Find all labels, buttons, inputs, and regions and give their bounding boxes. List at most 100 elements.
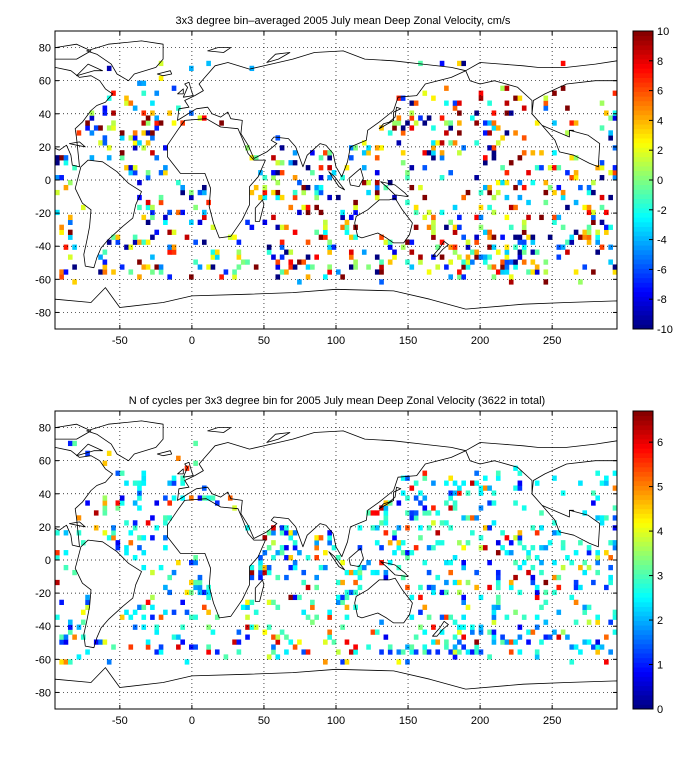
bin-cell bbox=[340, 175, 345, 181]
colorbar-swatch bbox=[633, 625, 653, 631]
bin-cell bbox=[327, 239, 332, 245]
bin-cell bbox=[111, 269, 116, 275]
bin-cell bbox=[59, 229, 64, 235]
bin-cell bbox=[279, 545, 285, 551]
bin-cell bbox=[504, 180, 510, 186]
bin-cell bbox=[137, 535, 142, 541]
bin-cell bbox=[604, 475, 609, 481]
bin-cell bbox=[210, 629, 216, 635]
bin-cell bbox=[106, 145, 112, 151]
bin-cell bbox=[517, 564, 523, 571]
bin-cell bbox=[405, 495, 410, 501]
bin-cell bbox=[565, 170, 570, 176]
y-tick-label: 60 bbox=[39, 76, 51, 88]
bin-cell bbox=[366, 180, 371, 186]
bin-cell bbox=[284, 269, 289, 275]
bin-cell bbox=[154, 649, 160, 655]
colorbar-swatch bbox=[633, 240, 653, 246]
bin-cell bbox=[452, 204, 458, 211]
bin-cell bbox=[392, 550, 397, 556]
bin-cell bbox=[560, 629, 566, 635]
bin-cell bbox=[361, 249, 367, 255]
bin-cell bbox=[180, 639, 185, 645]
colorbar-swatch bbox=[633, 72, 653, 78]
bin-cell bbox=[444, 644, 449, 650]
bin-cell bbox=[197, 574, 203, 581]
bin-cell bbox=[582, 560, 588, 566]
bin-cell bbox=[253, 155, 259, 161]
colorbar-swatch bbox=[633, 583, 653, 589]
bin-cell bbox=[154, 624, 160, 630]
bin-cell bbox=[266, 249, 272, 255]
bin-cell bbox=[141, 264, 147, 270]
bin-cell bbox=[72, 279, 77, 285]
bin-cell bbox=[504, 170, 510, 176]
bin-cell bbox=[357, 569, 363, 576]
bin-cell bbox=[448, 495, 454, 501]
bin-cell bbox=[431, 545, 436, 551]
bin-cell bbox=[206, 594, 211, 601]
bin-cell bbox=[150, 110, 155, 116]
bin-cell bbox=[474, 584, 479, 591]
bin-cell bbox=[405, 475, 410, 481]
colorbar-swatch bbox=[633, 82, 653, 88]
bin-cell bbox=[379, 145, 384, 151]
bin-cell bbox=[461, 634, 466, 640]
bin-cell bbox=[452, 649, 458, 655]
bin-cell bbox=[336, 555, 341, 561]
bin-cell bbox=[400, 649, 406, 655]
bin-cell bbox=[474, 239, 479, 245]
bin-cell bbox=[271, 170, 276, 176]
bin-cell bbox=[543, 199, 549, 206]
bin-cell bbox=[418, 535, 423, 541]
colorbar-swatch bbox=[633, 546, 653, 552]
bin-cell bbox=[422, 165, 428, 171]
bin-cell bbox=[323, 564, 328, 571]
bin-cell bbox=[141, 550, 147, 556]
colorbar-swatch bbox=[633, 235, 653, 241]
bin-cell bbox=[591, 269, 596, 275]
bin-cell bbox=[197, 264, 203, 270]
bin-cell bbox=[336, 599, 341, 605]
bin-cell bbox=[504, 85, 510, 91]
bin-cell bbox=[111, 530, 116, 536]
colorbar-swatch bbox=[633, 110, 653, 116]
bin-cell bbox=[439, 614, 445, 620]
bin-cell bbox=[595, 560, 600, 566]
colorbar-swatch bbox=[633, 429, 653, 435]
y-tick-label: -80 bbox=[35, 307, 51, 319]
bin-cell bbox=[374, 189, 380, 196]
bin-cell bbox=[413, 510, 419, 516]
bin-cell bbox=[452, 555, 458, 561]
coastline bbox=[55, 287, 617, 329]
bin-cell bbox=[461, 594, 466, 601]
colorbar-swatch bbox=[633, 128, 653, 134]
bin-cell bbox=[210, 224, 216, 230]
bin-cell bbox=[340, 274, 345, 280]
bin-cell bbox=[396, 525, 402, 531]
bin-cell bbox=[150, 594, 155, 601]
bin-cell bbox=[314, 229, 319, 235]
bin-cell bbox=[418, 490, 423, 496]
cycles-colorbar-frame bbox=[632, 410, 654, 710]
bin-cell bbox=[357, 545, 363, 551]
bin-cell bbox=[67, 234, 73, 240]
bin-cell bbox=[517, 589, 523, 596]
bin-cell bbox=[180, 209, 185, 216]
bin-cell bbox=[374, 510, 380, 516]
x-tick-label: 100 bbox=[327, 335, 345, 347]
bin-cell bbox=[132, 525, 138, 531]
bin-cell bbox=[167, 574, 173, 581]
bin-cell bbox=[448, 525, 454, 531]
bin-cell bbox=[176, 644, 181, 650]
colorbar-swatch bbox=[633, 96, 653, 102]
bin-cell bbox=[154, 264, 160, 270]
bin-cell bbox=[409, 249, 415, 255]
colorbar-swatch bbox=[633, 415, 653, 421]
bin-cell bbox=[591, 644, 596, 650]
bin-cell bbox=[102, 110, 108, 116]
bin-cell bbox=[400, 125, 406, 131]
bin-cell bbox=[163, 515, 168, 521]
bin-cell bbox=[111, 110, 116, 116]
colorbar-tick-label: 0 bbox=[657, 175, 663, 187]
